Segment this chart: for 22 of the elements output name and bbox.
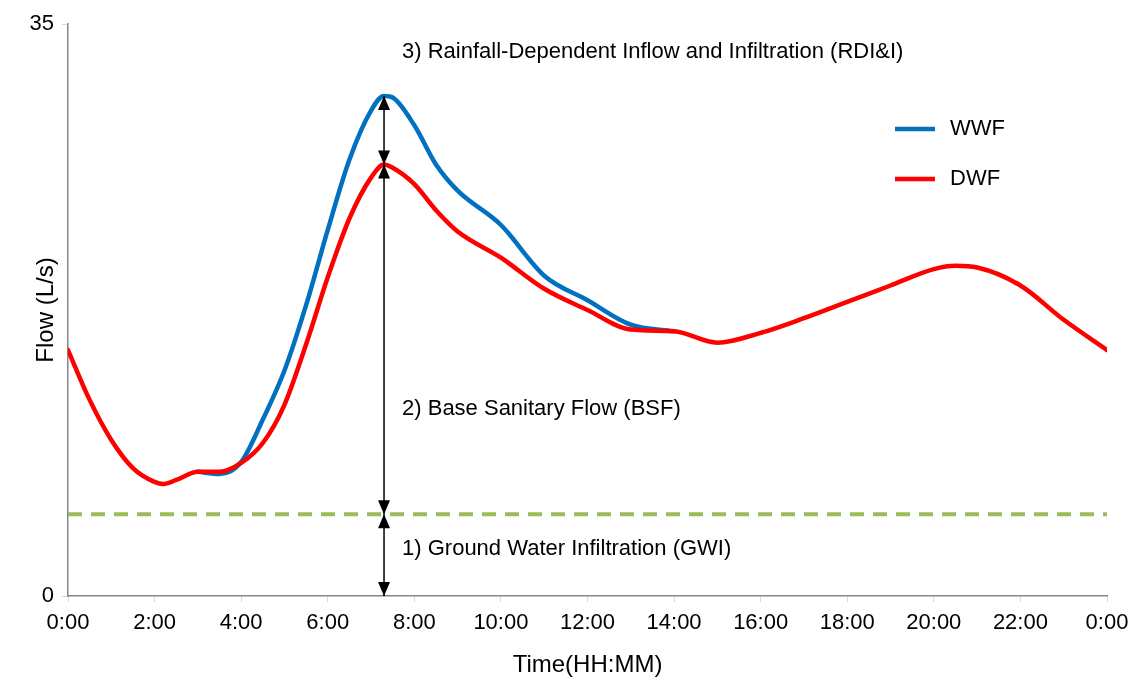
x-tick-label: 20:00: [906, 609, 962, 635]
y-axis-title: Flow (L/s): [31, 257, 59, 363]
x-tick-label: 10:00: [473, 609, 529, 635]
y-tick-label: 35: [29, 10, 54, 36]
annotation: 2) Base Sanitary Flow (BSF): [402, 395, 681, 421]
annotation: 3) Rainfall-Dependent Inflow and Infiltration (RDI&I): [402, 38, 904, 64]
x-tick-label: 2:00: [133, 609, 176, 635]
legend-label: DWF: [950, 165, 1001, 191]
x-tick-label: 12:00: [559, 609, 616, 635]
annotation: 1) Ground Water Infiltration (GWI): [402, 534, 732, 560]
x-tick-label: 16:00: [733, 609, 789, 635]
x-tick-label: 8:00: [392, 609, 436, 635]
x-tick-label: 22:00: [992, 609, 1048, 635]
y-tick-label: 0: [41, 582, 54, 608]
x-tick-label: 0:00: [1085, 609, 1129, 635]
x-tick-label: 14:00: [646, 609, 702, 635]
x-tick-label: 18:00: [819, 609, 875, 635]
legend-label: WWF: [950, 115, 1005, 141]
x-tick-label: 6:00: [306, 609, 350, 635]
x-axis-title: Time(HH:MM): [512, 650, 663, 678]
x-tick-label: 4:00: [219, 609, 263, 635]
x-tick-label: 0:00: [46, 609, 90, 635]
